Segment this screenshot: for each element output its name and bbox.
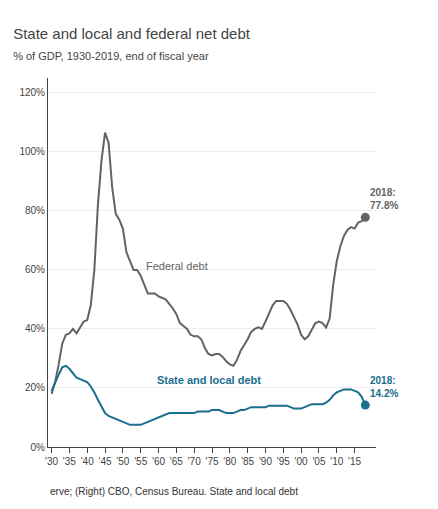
svg-text:2018:14.2%: 2018:14.2% — [370, 375, 398, 399]
svg-text:'60: '60 — [152, 456, 165, 467]
svg-text:'00: '00 — [295, 456, 308, 467]
svg-text:80%: 80% — [25, 205, 45, 216]
svg-text:'95: '95 — [277, 456, 290, 467]
svg-text:'75: '75 — [205, 456, 218, 467]
svg-text:State and local debt: State and local debt — [157, 374, 261, 386]
svg-text:'65: '65 — [170, 456, 183, 467]
svg-text:'85: '85 — [241, 456, 254, 467]
svg-text:'55: '55 — [134, 456, 147, 467]
svg-text:Federal debt: Federal debt — [146, 260, 208, 272]
svg-text:erve; (Right) CBO, Census Bure: erve; (Right) CBO, Census Bureau. State … — [50, 486, 298, 497]
svg-text:'10: '10 — [330, 456, 343, 467]
svg-text:'50: '50 — [116, 456, 129, 467]
svg-text:'70: '70 — [188, 456, 201, 467]
svg-text:'80: '80 — [223, 456, 236, 467]
svg-text:60%: 60% — [25, 264, 45, 275]
svg-text:120%: 120% — [19, 87, 45, 98]
svg-text:'90: '90 — [259, 456, 272, 467]
svg-text:0%: 0% — [31, 442, 46, 453]
svg-text:'30: '30 — [45, 456, 58, 467]
svg-text:'05: '05 — [312, 456, 325, 467]
svg-text:40%: 40% — [25, 323, 45, 334]
svg-text:100%: 100% — [19, 146, 45, 157]
svg-text:'15: '15 — [348, 456, 361, 467]
svg-text:State and local and federal ne: State and local and federal net debt — [13, 25, 251, 42]
svg-text:% of GDP, 1930-2019, end of fi: % of GDP, 1930-2019, end of fiscal year — [13, 50, 209, 62]
svg-text:'40: '40 — [81, 456, 94, 467]
svg-text:'35: '35 — [63, 456, 76, 467]
svg-text:2018:77.8%: 2018:77.8% — [370, 187, 398, 211]
svg-text:20%: 20% — [25, 382, 45, 393]
svg-text:'45: '45 — [99, 456, 112, 467]
